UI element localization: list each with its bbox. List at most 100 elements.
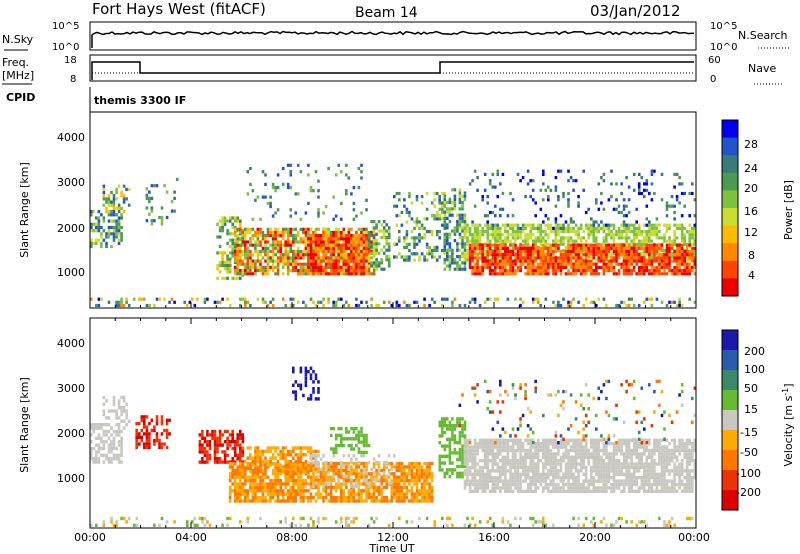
velocity-pixel (213, 443, 217, 447)
power-pixel (622, 220, 626, 224)
power-pixel (319, 262, 323, 266)
power-pixel (539, 188, 543, 192)
velocity-pixel (322, 499, 325, 503)
power-pixel (241, 237, 245, 241)
velocity-pixel (299, 492, 303, 496)
power-pixel (536, 256, 540, 260)
velocity-pixel (365, 475, 368, 479)
power-pixel (643, 242, 646, 246)
power-pixel (607, 252, 611, 256)
power-pixel (569, 303, 573, 308)
power-pixel (458, 216, 462, 220)
power-pixel (112, 219, 116, 223)
power-pixel (524, 246, 527, 250)
power-pixel (327, 230, 330, 235)
power-pixel (678, 297, 681, 301)
velocity-pixel (249, 478, 252, 483)
power-pixel (481, 256, 484, 260)
power-pixel (340, 269, 343, 273)
velocity-pixel (276, 446, 280, 450)
power-pixel (637, 265, 641, 269)
velocity-pixel (438, 454, 442, 458)
power-pixel (249, 230, 252, 235)
velocity-pixel (327, 485, 330, 490)
power-pixel (509, 191, 512, 196)
power-pixel (688, 258, 691, 262)
velocity-pixel (345, 499, 348, 503)
velocity-pixel (105, 457, 108, 461)
power-pixel (567, 253, 570, 257)
power-pixel (342, 249, 346, 254)
velocity-pixel (337, 443, 340, 448)
power-pixel (627, 226, 631, 230)
power-pixel (456, 223, 459, 227)
power-pixel (420, 195, 424, 199)
velocity-pixel (347, 430, 351, 434)
power-pixel (365, 208, 368, 212)
power-pixel (269, 256, 272, 260)
power-pixel (478, 223, 482, 227)
power-pixel (529, 223, 532, 227)
station-title: Fort Hays West (fitACF) (92, 0, 266, 18)
power-pixel (577, 233, 580, 237)
power-pixel (226, 219, 229, 223)
power-pixel (435, 210, 439, 215)
power-pixel (509, 233, 512, 237)
power-pixel (254, 265, 257, 269)
velocity-pixel (148, 442, 151, 446)
power-pixel (630, 230, 633, 234)
power-pixel (610, 195, 613, 199)
power-pixel (466, 249, 469, 253)
power-pixel (345, 163, 348, 167)
power-pixel (251, 243, 255, 247)
velocity-pixel (398, 495, 401, 500)
velocity-pixel (236, 453, 239, 457)
power-pixel (203, 297, 207, 301)
power-pixel (307, 243, 310, 247)
velocity-pixel (226, 436, 229, 440)
power-pixel (322, 269, 325, 273)
velocity-pixel (254, 470, 257, 474)
velocity-pixel (218, 433, 222, 437)
power-pixel (678, 201, 681, 205)
power-pixel (559, 239, 563, 243)
velocity-pixel (112, 453, 116, 457)
power-pixel (289, 269, 293, 273)
power-pixel (511, 198, 515, 202)
power-pixel (582, 243, 585, 247)
power-pixel (567, 191, 570, 196)
power-pixel (246, 300, 250, 304)
power-pixel (279, 253, 282, 257)
power-pixel (261, 297, 265, 301)
velocity-pixel (231, 429, 234, 434)
velocity-pixel (254, 461, 257, 466)
power-pixel (680, 256, 684, 260)
power-pixel (648, 236, 651, 240)
velocity-pixel (221, 460, 224, 464)
velocity-pixel (274, 485, 277, 490)
power-colorbar (721, 119, 739, 297)
power-pixel (443, 194, 447, 198)
power-pixel (476, 269, 479, 273)
power-pixel (539, 223, 543, 227)
power-pixel (476, 176, 479, 180)
velocity-pixel (208, 453, 212, 457)
power-pixel (327, 259, 330, 263)
power-pixel (324, 259, 328, 263)
power-pixel (645, 243, 649, 247)
velocity-pixel (216, 460, 219, 464)
power-pixel (264, 246, 267, 250)
velocity-pixel (153, 439, 156, 443)
power-pixel (433, 300, 436, 304)
power-pixel (254, 234, 257, 238)
velocity-pixel (405, 472, 409, 476)
power-pixel (680, 262, 684, 266)
power-pixel (244, 265, 247, 269)
power-pixel (648, 259, 651, 263)
power-pixel (249, 166, 252, 171)
velocity-pixel (342, 443, 346, 448)
power-pixel (362, 227, 366, 231)
power-pixel (226, 232, 229, 236)
power-pixel (531, 259, 535, 263)
velocity-pixel (231, 457, 234, 461)
